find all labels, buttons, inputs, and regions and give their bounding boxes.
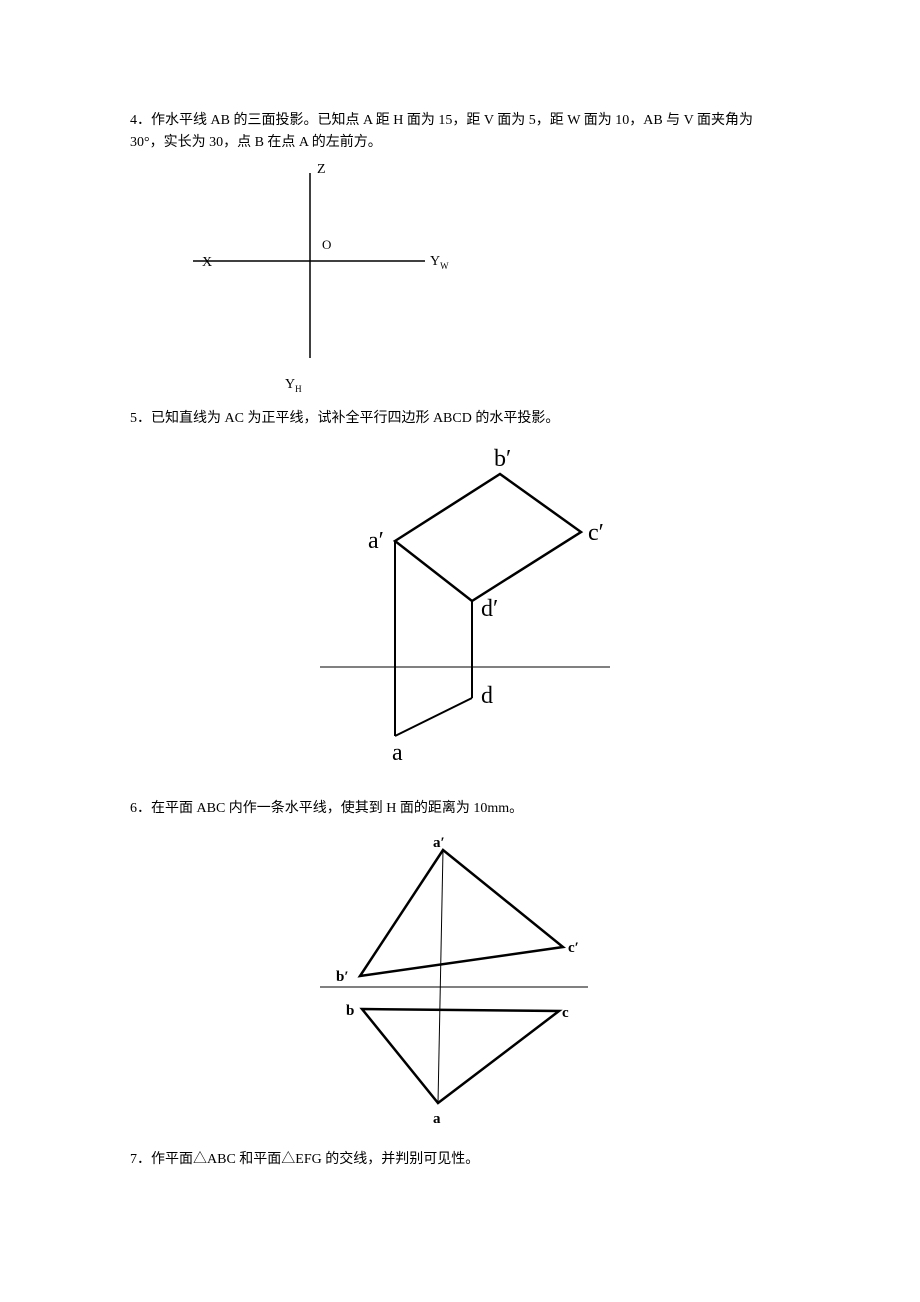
q4-label-o: O: [322, 237, 331, 252]
q5-diagram: b′ c′ a′ d′ d a: [210, 438, 630, 788]
q6-label-cp: c′: [568, 940, 579, 956]
q5-parallelogram: [395, 474, 581, 601]
q5-label-a: a: [392, 740, 403, 766]
q5-label-dp: d′: [481, 596, 498, 622]
q4-number: 4．: [130, 113, 151, 128]
q4-label-x: X: [202, 255, 212, 270]
q6-label-c: c: [562, 1005, 569, 1021]
question-6-text: 6．在平面 ABC 内作一条水平线，使其到 H 面的距离为 10mm。: [130, 798, 790, 820]
q4-label-yw: YW: [430, 254, 449, 271]
q4-label-z: Z: [317, 163, 326, 177]
q6-label-ap: a′: [433, 835, 445, 851]
q5-label-bp: b′: [494, 446, 511, 472]
q6-label-bp: b′: [336, 969, 349, 985]
question-4: 4．作水平线 AB 的三面投影。已知点 A 距 H 面为 15，距 V 面为 5…: [130, 110, 790, 398]
q6-number: 6．: [130, 801, 151, 816]
q5-label-d: d: [481, 683, 493, 709]
q6-label-a: a: [433, 1111, 441, 1127]
q5-label-cp: c′: [588, 520, 604, 546]
q5-number: 5．: [130, 411, 151, 426]
question-4-text: 4．作水平线 AB 的三面投影。已知点 A 距 H 面为 15，距 V 面为 5…: [130, 110, 790, 155]
q5-label-ap: a′: [368, 528, 384, 554]
q6-top-triangle: [360, 850, 563, 976]
q4-body: 作水平线 AB 的三面投影。已知点 A 距 H 面为 15，距 V 面为 5，距…: [130, 113, 753, 150]
q6-diagram: a′ c′ b′ b c a: [210, 829, 630, 1139]
question-7-text: 7．作平面△ABC 和平面△EFG 的交线，并判别可见性。: [130, 1149, 790, 1171]
q5-lower-ad: [395, 698, 472, 736]
q5-body: 已知直线为 AC 为正平线，试补全平行四边形 ABCD 的水平投影。: [151, 411, 559, 426]
question-7: 7．作平面△ABC 和平面△EFG 的交线，并判别可见性。: [130, 1149, 790, 1171]
q6-label-b: b: [346, 1003, 354, 1019]
q6-bot-triangle: [362, 1009, 559, 1103]
q4-diagram: Z O X YW YH: [130, 163, 470, 398]
question-6: 6．在平面 ABC 内作一条水平线，使其到 H 面的距离为 10mm。 a′ c…: [130, 798, 790, 1138]
q7-number: 7．: [130, 1152, 151, 1167]
q4-label-yh: YH: [285, 377, 302, 394]
question-5: 5．已知直线为 AC 为正平线，试补全平行四边形 ABCD 的水平投影。 b′ …: [130, 408, 790, 788]
question-5-text: 5．已知直线为 AC 为正平线，试补全平行四边形 ABCD 的水平投影。: [130, 408, 790, 430]
q6-body: 在平面 ABC 内作一条水平线，使其到 H 面的距离为 10mm。: [151, 801, 523, 816]
q6-vert-a: [438, 850, 443, 1103]
q7-body: 作平面△ABC 和平面△EFG 的交线，并判别可见性。: [151, 1152, 479, 1167]
